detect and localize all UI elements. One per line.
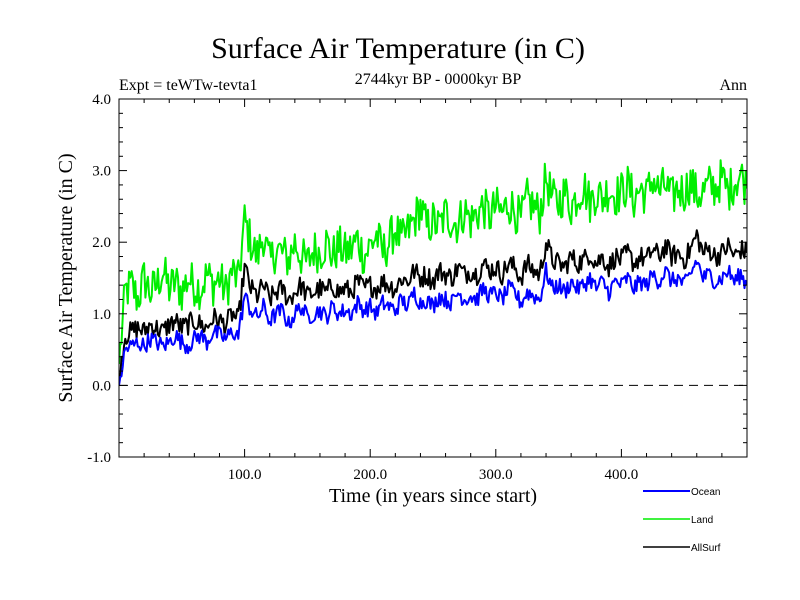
y-axis-label: Surface Air Temperature (in C) (55, 153, 77, 402)
y-tick-label: -1.0 (87, 450, 111, 466)
legend: Ocean Land AllSurf (643, 487, 721, 554)
x-tick-label: 100.0 (228, 467, 262, 483)
legend-label-ocean: Ocean (691, 487, 720, 498)
y-tick-label: 3.0 (92, 164, 111, 180)
x-tick-label: 200.0 (353, 467, 387, 483)
chart-subtitle: 2744kyr BP - 0000kyr BP (355, 71, 522, 88)
y-tick-label: 1.0 (92, 307, 111, 323)
x-tick-label: 400.0 (605, 467, 639, 483)
series-line-allsurf (119, 229, 747, 379)
y-tick-label: 4.0 (92, 92, 111, 108)
legend-label-land: Land (691, 515, 713, 526)
plot-frame (118, 98, 748, 458)
series-line-land (119, 159, 747, 364)
season-label: Ann (719, 77, 747, 94)
x-tick-label: 300.0 (479, 467, 513, 483)
experiment-label: Expt = teWTw-tevta1 (119, 77, 258, 94)
chart-title: Surface Air Temperature (in C) (211, 32, 585, 65)
y-tick-label: 0.0 (92, 378, 111, 394)
legend-label-allsurf: AllSurf (691, 543, 721, 554)
y-tick-label: 2.0 (92, 235, 111, 251)
series-line-ocean (119, 259, 747, 386)
x-axis-label: Time (in years since start) (329, 485, 537, 507)
